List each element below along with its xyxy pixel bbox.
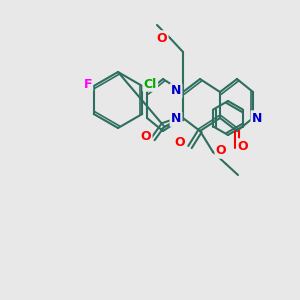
Text: N: N	[171, 112, 181, 125]
Text: N: N	[171, 85, 181, 98]
Text: O: O	[175, 136, 185, 149]
Text: N: N	[172, 83, 182, 97]
Text: F: F	[83, 77, 92, 91]
Text: O: O	[141, 130, 151, 142]
Text: F: F	[83, 77, 92, 91]
Text: O: O	[157, 32, 167, 44]
Text: O: O	[238, 140, 248, 152]
Text: N: N	[172, 113, 182, 127]
Text: O: O	[141, 130, 151, 142]
Text: N: N	[253, 112, 263, 124]
Text: O: O	[157, 32, 167, 44]
Text: Cl: Cl	[144, 77, 157, 91]
Text: N: N	[252, 112, 262, 124]
Text: O: O	[175, 136, 185, 149]
Text: O: O	[238, 140, 248, 152]
Text: Cl: Cl	[142, 77, 156, 91]
Text: O: O	[216, 145, 226, 158]
Text: O: O	[216, 145, 226, 158]
